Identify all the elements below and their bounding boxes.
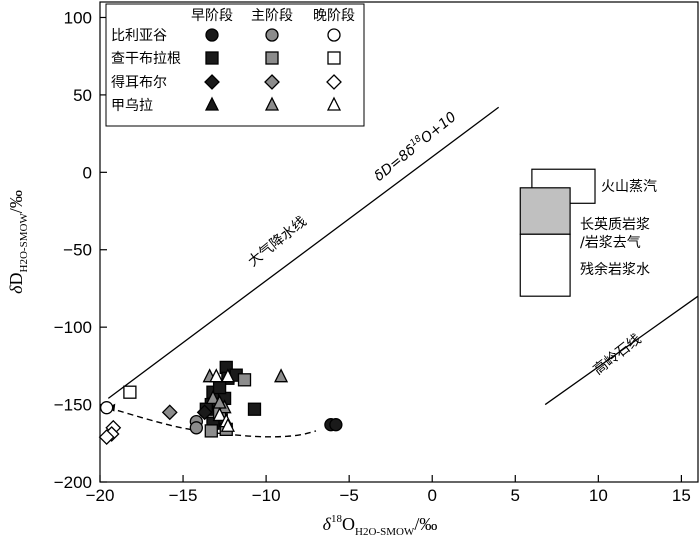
region-label-residual-magmatic-water: 残余岩浆水 <box>580 261 650 278</box>
legend-symbol-triangle-early <box>204 96 220 111</box>
data-point-triangle-late <box>212 406 227 422</box>
data-point-square-main <box>237 373 252 387</box>
data-point-square-early <box>247 402 262 416</box>
data-point-triangle-late <box>209 368 224 383</box>
legend-symbol-triangle-late <box>326 96 342 111</box>
dashed-trend-line <box>108 407 317 438</box>
legend-symbol-diamond-late <box>326 74 342 90</box>
source-regions <box>519 168 596 297</box>
y-tick-label: 50 <box>73 86 92 105</box>
x-tick-label: 0 <box>427 486 436 505</box>
legend-label-deerbuer: 得耳布尔 <box>111 74 167 91</box>
data-point-square-main <box>204 424 218 438</box>
region-label-volcanic-vapor: 火山蒸汽 <box>601 179 657 195</box>
legend-symbols <box>204 28 342 111</box>
x-tick-label: −20 <box>86 486 115 505</box>
region-box <box>519 233 571 297</box>
data-points <box>98 360 343 446</box>
x-tick-label: 5 <box>511 486 520 505</box>
legend-symbol-triangle-main <box>264 96 280 111</box>
data-point-square-late <box>123 385 137 399</box>
data-point-circle-main <box>189 421 203 435</box>
data-point-triangle-main <box>274 368 289 383</box>
y-tick-label: −200 <box>54 473 92 492</box>
y-tick-label: 100 <box>64 8 92 27</box>
legend-frame <box>105 3 365 127</box>
y-tick-label: −150 <box>54 396 92 415</box>
reference-line <box>544 295 699 406</box>
legend-header-early: 早阶段 <box>191 8 233 24</box>
meteoric-water-line-label: 大气降水线 <box>245 214 309 270</box>
data-point-circle-late <box>99 401 114 415</box>
legend-symbol-square-late <box>327 51 341 65</box>
data-point-triangle-late <box>220 417 235 432</box>
legend-symbol-circle-main <box>265 28 279 42</box>
legend: 早阶段 主阶段 晚阶段 比利亚谷 查干布拉根 得耳布尔 甲乌拉 <box>105 3 365 127</box>
region-label-magma-degassing: /岩浆去气 <box>580 235 641 251</box>
data-point-diamond-late <box>98 429 115 446</box>
y-tick-label: 0 <box>83 163 92 182</box>
legend-header-late: 晚阶段 <box>313 8 355 24</box>
legend-symbol-diamond-main <box>264 74 280 90</box>
legend-symbol-square-early <box>205 51 219 65</box>
reference-lines <box>107 106 699 406</box>
x-tick-label: 15 <box>672 486 691 505</box>
legend-symbol-square-main <box>265 51 279 65</box>
legend-label-chaganbulagen: 查干布拉根 <box>111 51 181 67</box>
plot-frame <box>99 1 699 483</box>
kaolinite-line-label: 高岭石线 <box>590 331 645 379</box>
x-tick-label: 10 <box>589 486 608 505</box>
data-point-triangle-main <box>205 389 221 405</box>
data-point-triangle-late <box>220 368 235 383</box>
legend-label-biliyagu: 比利亚谷 <box>111 28 167 44</box>
y-tick-label: −100 <box>54 318 92 337</box>
region-label-felsic-magma: 长英质岩浆 <box>580 216 650 233</box>
y-tick-label: −50 <box>63 241 92 260</box>
legend-label-jiawula: 甲乌拉 <box>111 98 153 114</box>
x-tick-label: −10 <box>252 486 281 505</box>
y-axis-title: δDH2O-SMOW/‰ <box>6 190 30 294</box>
reference-line <box>107 106 500 399</box>
data-point-circle-early <box>329 418 343 432</box>
data-point-diamond-early <box>196 404 213 421</box>
data-point-square-early <box>212 380 227 395</box>
legend-symbol-circle-early <box>205 28 219 42</box>
region-box <box>519 187 571 235</box>
legend-symbol-diamond-early <box>204 74 220 90</box>
legend-symbol-circle-late <box>327 28 341 42</box>
x-tick-label: −15 <box>169 486 198 505</box>
x-tick-label: −5 <box>339 486 358 505</box>
data-point-diamond-main <box>161 404 178 421</box>
legend-header-main: 主阶段 <box>251 8 293 24</box>
x-axis-title: δ18OH2O-SMOW/‰ <box>323 513 438 538</box>
